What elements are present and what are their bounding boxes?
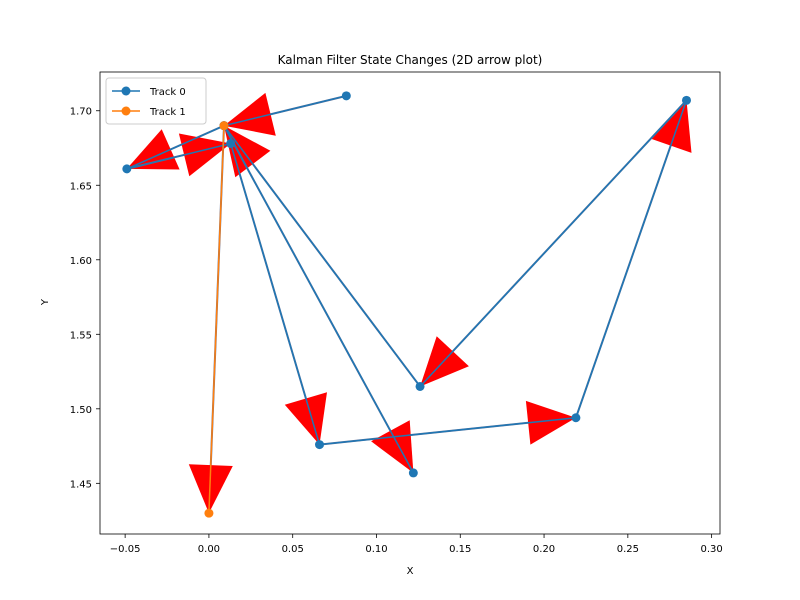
y-tick-label: 1.65 <box>70 181 92 192</box>
x-tick-label: 0.25 <box>617 544 639 555</box>
data-point <box>341 91 351 101</box>
axes-frame <box>99 71 721 535</box>
x-axis-label: X <box>407 566 414 577</box>
y-tick-label: 1.45 <box>70 479 92 490</box>
series-line-track-1 <box>208 125 225 514</box>
arrow-head <box>224 125 271 178</box>
data-point <box>122 164 132 174</box>
y-tick-label: 1.60 <box>70 256 92 267</box>
data-point <box>571 413 581 423</box>
y-tick-label: 1.55 <box>70 330 92 341</box>
data-point <box>226 139 236 149</box>
arrow-head <box>178 133 231 177</box>
chart-title: Kalman Filter State Changes (2D arrow pl… <box>278 53 543 67</box>
legend-label: Track 1 <box>149 107 186 118</box>
legend-marker <box>121 86 131 96</box>
legend-label: Track 0 <box>149 87 186 98</box>
arrow-head <box>188 464 233 514</box>
arrow-head <box>525 400 576 445</box>
plot-area <box>122 91 692 518</box>
series-line-track-0 <box>126 95 688 474</box>
legend-marker <box>121 106 131 116</box>
arrow-head <box>371 420 414 473</box>
x-tick-label: 0.00 <box>198 544 220 555</box>
x-tick-label: 0.30 <box>700 544 722 555</box>
x-tick-label: 0.20 <box>533 544 555 555</box>
y-axis-label: Y <box>40 298 51 306</box>
legend-box <box>105 77 207 125</box>
x-tick-label: 0.15 <box>449 544 471 555</box>
arrow-head <box>284 392 327 445</box>
x-tick-label: 0.10 <box>365 544 387 555</box>
data-point <box>219 121 229 131</box>
y-tick-label: 1.50 <box>70 405 92 416</box>
x-tick-label: 0.05 <box>282 544 304 555</box>
axes: −0.05 0.00 0.05 0.10 0.15 0.20 0.25 0.30 1.45 1.5… <box>70 71 723 555</box>
data-point <box>204 508 214 518</box>
legend: Track 0 Track 1 <box>105 77 207 125</box>
arrow-head <box>649 100 692 153</box>
data-point <box>315 440 325 450</box>
arrow-head <box>224 92 276 136</box>
y-tick-label: 1.70 <box>70 107 92 118</box>
data-point <box>408 468 418 478</box>
data-point <box>681 95 691 105</box>
x-tick-label: −0.05 <box>110 544 141 555</box>
data-point <box>415 381 425 391</box>
